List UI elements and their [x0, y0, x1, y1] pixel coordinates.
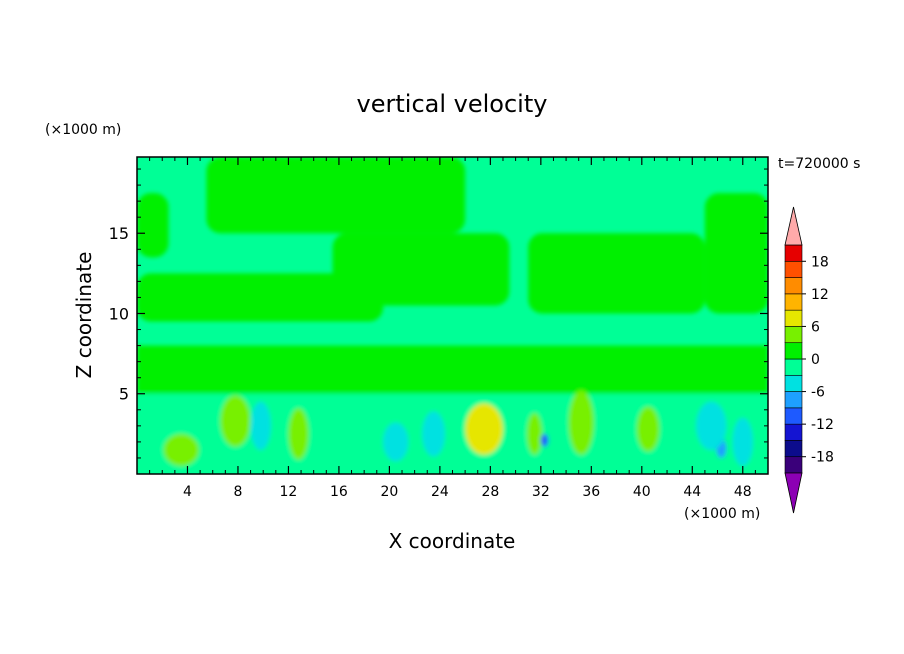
colorbar-swatch — [784, 374, 803, 392]
field-cell-6 — [163, 433, 199, 466]
y-unit-label: (×1000 m) — [45, 122, 121, 138]
field-cell-13 — [696, 401, 727, 450]
field-cell-8 — [526, 413, 543, 455]
field-cell-14 — [732, 417, 753, 466]
field-cell-4 — [568, 390, 594, 455]
x-axis: 4 8 12 16 20 24 28 32 36 40 44 48 — [149, 157, 756, 500]
y-axis: 5 10 15 — [109, 168, 768, 459]
x-tick-label: 48 — [734, 484, 752, 500]
x-unit-label: (×1000 m) — [684, 506, 760, 522]
colorbar-swatch — [784, 277, 803, 295]
field-region-20 — [704, 193, 768, 314]
colorbar-under-triangle — [784, 472, 803, 514]
colorbar-tick-label: -18 — [811, 450, 834, 466]
colorbar-swatch — [784, 342, 803, 360]
field-region-18 — [137, 273, 384, 322]
x-tick-label: 12 — [280, 484, 298, 500]
field-band-1 — [137, 345, 768, 394]
time-label: t=720000 s — [778, 156, 860, 172]
colorbar-swatch — [784, 440, 803, 458]
field-region-16 — [206, 157, 466, 234]
field-cell-9 — [383, 422, 409, 462]
colorbar-swatch — [784, 423, 803, 441]
field-cell-3 — [465, 403, 503, 455]
heatmap-field — [137, 157, 768, 474]
colorbar: 18 12 6 0 -6 -12 -18 — [784, 206, 834, 514]
x-tick-label: 20 — [380, 484, 398, 500]
field-features — [137, 157, 768, 474]
colorbar-over-triangle — [784, 206, 803, 246]
y-tick-label: 10 — [109, 304, 129, 323]
field-cell-10 — [422, 411, 445, 457]
x-tick-label: 32 — [532, 484, 550, 500]
x-tick-label: 24 — [431, 484, 449, 500]
y-axis-label: Z coordinate — [72, 252, 96, 379]
x-tick-label: 36 — [582, 484, 600, 500]
field-region-19 — [528, 233, 705, 314]
colorbar-swatch — [784, 309, 803, 327]
colorbar-tick-label: 6 — [811, 319, 820, 335]
field-cell-7 — [288, 408, 309, 460]
x-tick-label: 40 — [633, 484, 651, 500]
field-region-21 — [137, 193, 169, 258]
chart-title: vertical velocity — [357, 90, 548, 118]
x-tick-label: 4 — [183, 484, 192, 500]
colorbar-swatch — [784, 260, 803, 278]
x-tick-label: 28 — [481, 484, 499, 500]
y-tick-label: 5 — [119, 385, 129, 404]
field-cell-5 — [636, 406, 660, 452]
colorbar-swatch — [784, 456, 803, 474]
colorbar-tick-label: -12 — [811, 417, 834, 433]
colorbar-swatch — [784, 407, 803, 425]
x-tick-label: 44 — [683, 484, 701, 500]
colorbar-swatch — [784, 326, 803, 344]
field-cell-11 — [540, 433, 549, 447]
x-tick-label: 16 — [330, 484, 348, 500]
field-cell-2 — [220, 395, 251, 447]
x-tick-label: 8 — [233, 484, 242, 500]
colorbar-swatch — [784, 358, 803, 376]
colorbar-tick-label: 0 — [811, 352, 820, 368]
colorbar-swatch — [784, 293, 803, 311]
y-tick-label: 15 — [109, 224, 129, 243]
field-cell-15 — [250, 401, 271, 450]
colorbar-swatch — [784, 391, 803, 409]
x-axis-label: X coordinate — [389, 529, 516, 553]
colorbar-tick-label: -6 — [811, 385, 825, 401]
colorbar-tick-label: 18 — [811, 254, 829, 270]
colorbar-tick-label: 12 — [811, 287, 829, 303]
colorbar-swatch — [784, 244, 803, 262]
